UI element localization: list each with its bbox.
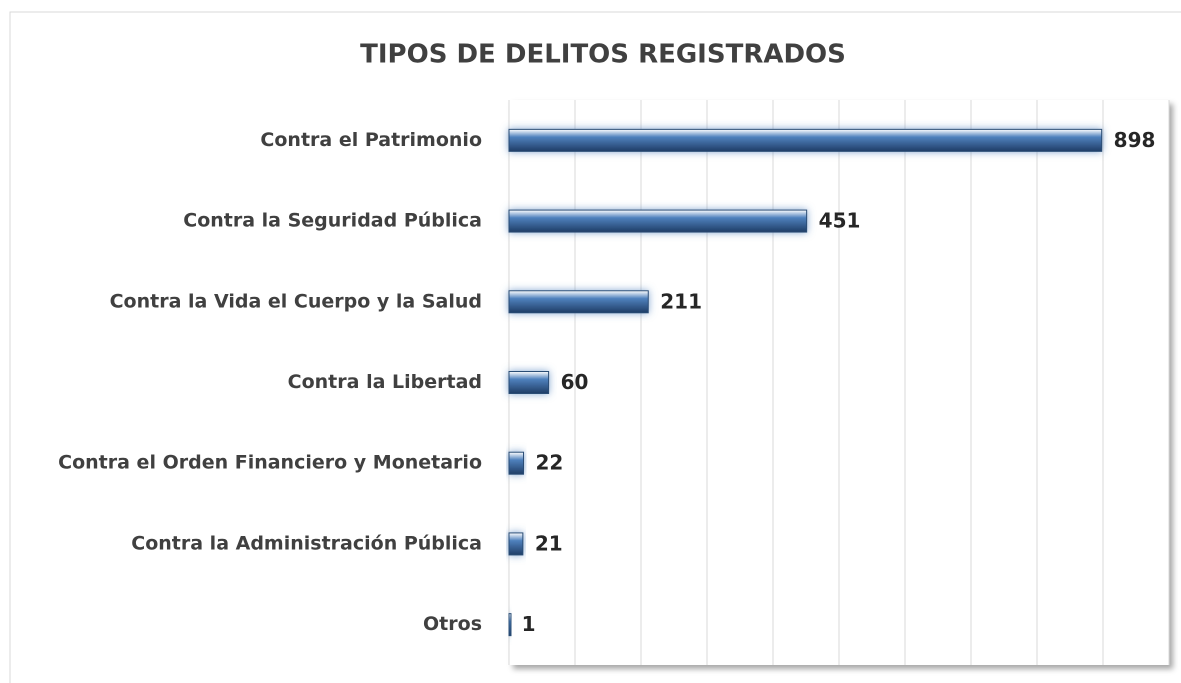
data-label: 21: [535, 531, 563, 555]
y-tick-label: Contra la Administración Pública: [131, 532, 482, 554]
y-tick-label: Contra el Patrimonio: [260, 129, 482, 151]
data-label: 451: [819, 209, 861, 233]
y-tick-label: Contra la Seguridad Pública: [183, 210, 482, 232]
y-tick-label: Contra la Libertad: [288, 371, 482, 393]
bar: [508, 371, 550, 394]
y-tick-label: Contra el Orden Financiero y Monetario: [58, 452, 482, 474]
data-label: 898: [1114, 128, 1156, 152]
data-label: 1: [522, 612, 536, 636]
y-tick-label: Contra la Vida el Cuerpo y la Salud: [110, 290, 482, 312]
data-label: 22: [536, 451, 564, 475]
data-label: 211: [660, 289, 702, 313]
bar: [508, 290, 649, 314]
y-tick-label: Otros: [423, 613, 482, 635]
chart-title: TIPOS DE DELITOS REGISTRADOS: [360, 40, 846, 70]
data-label: 60: [561, 370, 589, 394]
bar: [508, 451, 525, 475]
bar: [508, 613, 512, 637]
bar: [508, 532, 524, 556]
bar: [508, 128, 1103, 152]
bar: [508, 209, 808, 233]
